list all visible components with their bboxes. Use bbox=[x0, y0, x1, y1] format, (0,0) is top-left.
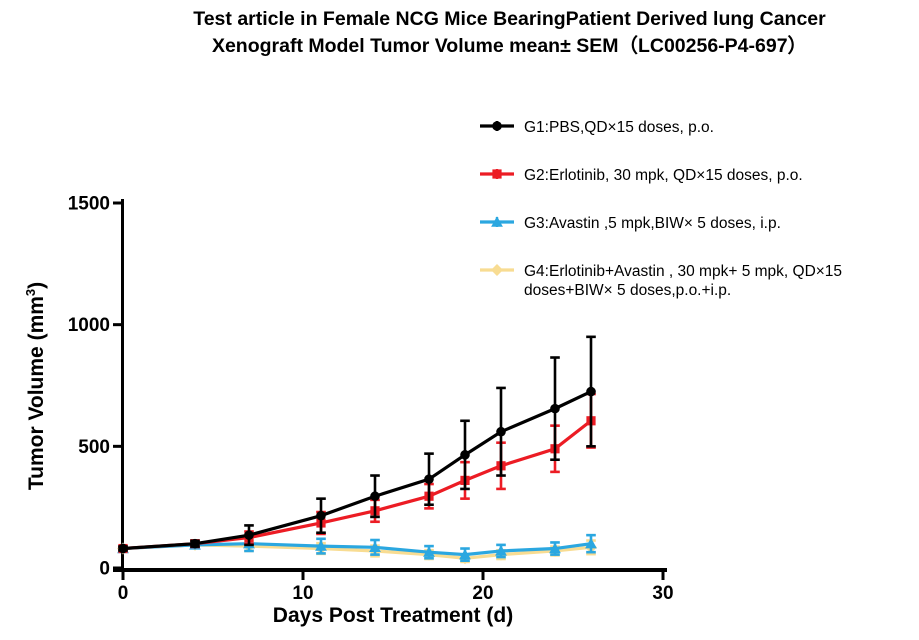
x-axis: 0 10 20 30 bbox=[113, 568, 674, 604]
y-tick-label: 1000 bbox=[68, 315, 110, 336]
x-tick-label: 20 bbox=[472, 583, 493, 604]
x-tick-label: 30 bbox=[652, 583, 673, 604]
g2-line-square-marker-icon bbox=[480, 169, 514, 179]
y-tick-label: 1500 bbox=[68, 194, 110, 215]
legend-label-g3: G3:Avastin ,5 mpk,BIW× 5 doses, i.p. bbox=[524, 215, 781, 232]
series-g1 bbox=[118, 335, 596, 554]
g3-line-triangle-marker-icon bbox=[480, 216, 514, 227]
x-tick-label: 0 bbox=[118, 583, 129, 604]
g4-line-diamond-marker-icon bbox=[480, 264, 514, 276]
x-tick-label: 10 bbox=[292, 583, 313, 604]
legend-entry-g2: G2:Erlotinib, 30 mpk, QD×15 doses, p.o. bbox=[479, 166, 895, 185]
chart-title: Test article in Female NCG Mice BearingP… bbox=[100, 6, 919, 60]
series-g3 bbox=[117, 533, 597, 563]
g1-line-circle-marker-icon bbox=[480, 121, 514, 131]
chart-title-line1: Test article in Female NCG Mice BearingP… bbox=[193, 8, 826, 30]
chart-title-line2: Xenograft Model Tumor Volume mean± SEM（L… bbox=[211, 35, 808, 57]
x-axis-title: Days Post Treatment (d) bbox=[272, 604, 514, 627]
legend-label-g1: G1:PBS,QD×15 doses, p.o. bbox=[524, 119, 714, 136]
y-tick-label: 500 bbox=[78, 437, 110, 458]
y-axis-title-superscript: 3 bbox=[23, 288, 38, 297]
legend-entry-g3: G3:Avastin ,5 mpk,BIW× 5 doses, i.p. bbox=[479, 214, 895, 233]
series-g2 bbox=[118, 392, 596, 554]
y-tick-label: 0 bbox=[99, 559, 110, 580]
y-axis-title-text: Tumor Volume (mm bbox=[25, 296, 48, 491]
legend-entry-g4: G4:Erlotinib+Avastin , 30 mpk+ 5 mpk, QD… bbox=[479, 262, 895, 300]
y-axis-title: Tumor Volume (mm3) bbox=[23, 186, 49, 586]
chart-legend: G1:PBS,QD×15 doses, p.o. G2:Erlotinib, 3… bbox=[479, 118, 895, 329]
legend-label-g4: G4:Erlotinib+Avastin , 30 mpk+ 5 mpk, QD… bbox=[524, 263, 843, 299]
legend-label-g2: G2:Erlotinib, 30 mpk, QD×15 doses, p.o. bbox=[524, 167, 803, 184]
legend-entry-g1: G1:PBS,QD×15 doses, p.o. bbox=[479, 118, 895, 137]
y-axis: 0 500 1000 1500 bbox=[68, 194, 124, 580]
y-axis-title-close-paren: ) bbox=[25, 281, 48, 289]
